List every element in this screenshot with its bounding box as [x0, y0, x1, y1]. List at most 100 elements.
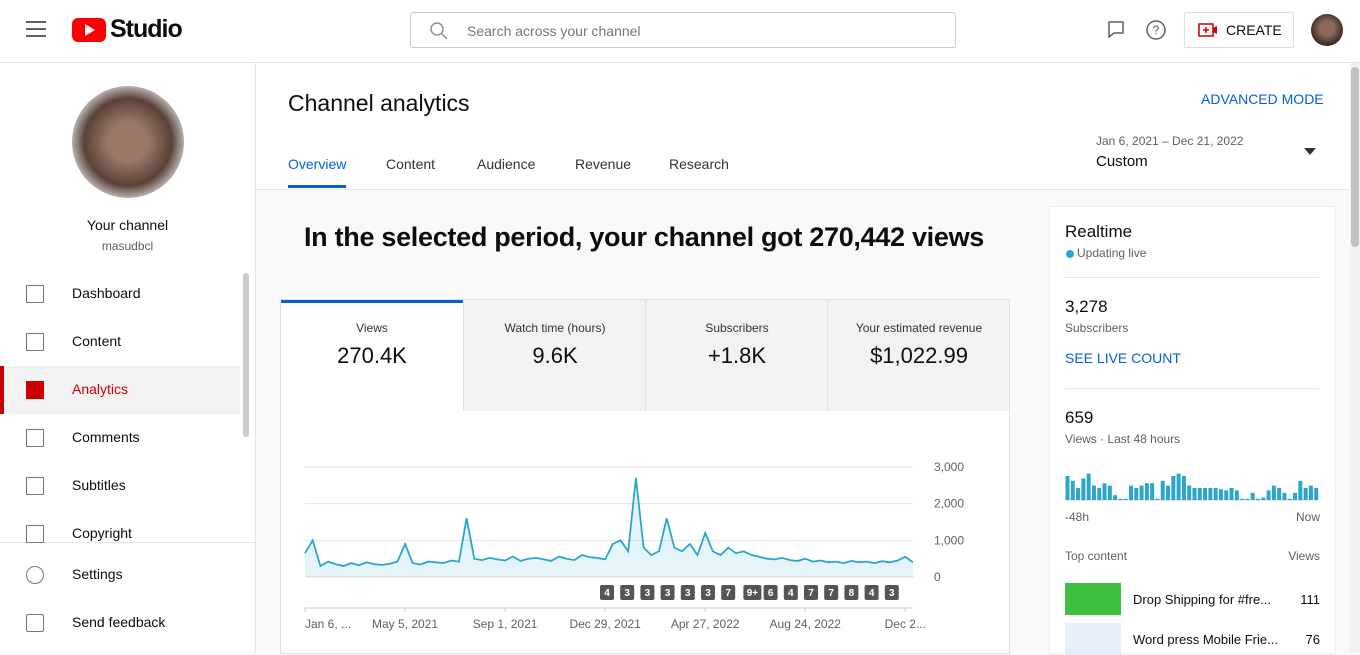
content-title[interactable]: Drop Shipping for #fre... [1133, 592, 1272, 607]
search-box[interactable]: Search across your channel [410, 12, 956, 48]
annotation-badge[interactable] [600, 585, 614, 600]
page-title: Channel analytics [288, 90, 470, 116]
top-content-metric: Views [1288, 549, 1320, 563]
tab[interactable]: Content [386, 156, 436, 172]
annotation-badge[interactable] [620, 585, 635, 600]
metric-value: +1.8K [707, 343, 767, 368]
thumbnail[interactable] [1065, 583, 1121, 615]
realtime-bar [1118, 498, 1123, 500]
annotation-badge[interactable] [763, 585, 778, 600]
help-icon[interactable]: ? [1145, 19, 1167, 41]
channel-avatar[interactable] [72, 86, 184, 198]
nav-item[interactable]: Content [72, 333, 122, 349]
annotation-badge[interactable] [660, 585, 675, 600]
annotation-badge[interactable] [743, 585, 762, 600]
realtime-chart [1065, 473, 1319, 501]
avatar[interactable] [1311, 14, 1343, 46]
realtime-bar [1086, 473, 1091, 500]
annotation-label: 3 [624, 588, 630, 599]
realtime-status: Updating live [1077, 246, 1147, 260]
metric-label: Watch time (hours) [504, 321, 606, 335]
realtime-bar [1107, 485, 1112, 500]
divider [0, 542, 255, 543]
realtime-bar [1234, 490, 1239, 500]
dropdown-arrow[interactable] [1304, 148, 1316, 156]
annotation-label: 3 [705, 588, 711, 599]
realtime-bar [1113, 495, 1118, 500]
tab-indicator [288, 185, 346, 188]
views-chart: 0 1,000 2,000 3,000 4 3 3 3 3 3 7 9+ 6 4 7 7 8 4 3 Jan 6, .… [304, 460, 964, 631]
metric-tab[interactable]: Views 270.4K [281, 300, 463, 411]
annotation-badge[interactable] [844, 585, 859, 600]
tab[interactable]: Overview [288, 156, 347, 172]
annotation-label: 7 [808, 588, 814, 599]
subscribers-count: 3,278 [1065, 297, 1108, 316]
annotation-badge[interactable] [701, 585, 715, 600]
menu-icon[interactable] [26, 20, 46, 38]
realtime-bar [1229, 488, 1234, 500]
realtime-bar [1076, 488, 1081, 500]
advanced-mode[interactable]: ADVANCED MODE [1201, 91, 1324, 107]
realtime-bar [1176, 473, 1181, 500]
nav-item[interactable]: Send feedback [72, 614, 166, 630]
tab[interactable]: Research [669, 156, 729, 172]
nav-item[interactable]: Analytics [72, 381, 129, 397]
realtime-bar [1293, 492, 1298, 500]
realtime-bar [1213, 488, 1218, 500]
annotation-label: 4 [788, 588, 794, 599]
metric-tab[interactable]: Subscribers +1.8K [645, 300, 827, 411]
realtime-bar [1160, 480, 1165, 500]
divider [1065, 388, 1319, 389]
page-scrollbar [1350, 63, 1360, 652]
nav-item[interactable]: Dashboard [72, 285, 141, 301]
thumbnail[interactable] [1065, 623, 1121, 655]
metric-tab[interactable]: Watch time (hours) 9.6K [463, 300, 645, 411]
date-preset[interactable]: Custom [1096, 153, 1148, 170]
nav-item[interactable]: Subtitles [72, 477, 126, 493]
nav-item[interactable]: Copyright [72, 525, 132, 541]
realtime-bar [1181, 476, 1186, 500]
realtime-card: Realtime Updating live 3,278 Subscribers… [1049, 206, 1336, 655]
tab[interactable]: Audience [477, 156, 536, 172]
realtime-bar [1097, 488, 1102, 500]
logo[interactable] [72, 18, 108, 43]
divider [1065, 277, 1319, 278]
metric-value: 270.4K [337, 343, 407, 368]
annotation-badge[interactable] [804, 585, 818, 600]
date-range: Jan 6, 2021 – Dec 21, 2022 [1096, 134, 1244, 148]
headline: In the selected period, your channel got… [303, 222, 985, 252]
content-title[interactable]: Word press Mobile Frie... [1133, 632, 1278, 647]
realtime-title: Realtime [1065, 222, 1133, 241]
annotation-label: 4 [604, 588, 610, 599]
realtime-bar [1245, 498, 1250, 500]
nav-item[interactable]: Settings [72, 566, 123, 582]
realtime-bar [1208, 488, 1213, 500]
brand: Studio [110, 15, 183, 43]
annotation-badge[interactable] [680, 585, 695, 600]
feedback-icon[interactable] [1107, 20, 1125, 38]
see-live-count[interactable]: SEE LIVE COUNT [1065, 350, 1181, 366]
annotation-badge[interactable] [824, 585, 839, 600]
annotation-badge[interactable] [864, 585, 879, 600]
metric-tab[interactable]: Your estimated revenue $1,022.99 [827, 300, 1009, 411]
realtime-bar [1070, 480, 1075, 500]
annotation-badge[interactable] [783, 585, 798, 600]
realtime-bar [1261, 497, 1266, 500]
annotation-label: 3 [685, 588, 691, 599]
annotation-badge[interactable] [640, 585, 655, 600]
realtime-bar [1271, 485, 1276, 500]
annotation-badge[interactable] [721, 585, 736, 600]
overview-card: Views 270.4K Watch time (hours) 9.6K Subscri… [280, 299, 1010, 654]
sidebar: Your channel masudbcl Dashboard Content An… [0, 63, 256, 652]
realtime-views: 659 [1065, 408, 1094, 427]
nav-item[interactable]: Comments [72, 429, 140, 445]
create-button[interactable]: CREATE [1184, 12, 1294, 48]
realtime-bar [1308, 485, 1313, 500]
annotation-badge[interactable] [884, 585, 899, 600]
content-views: 111 [1300, 592, 1320, 607]
realtime-bar [1081, 478, 1086, 500]
x-tick-label: Apr 27, 2022 [671, 617, 740, 631]
content-views: 76 [1305, 632, 1320, 647]
nav-icon [26, 477, 44, 495]
tab[interactable]: Revenue [575, 156, 632, 172]
